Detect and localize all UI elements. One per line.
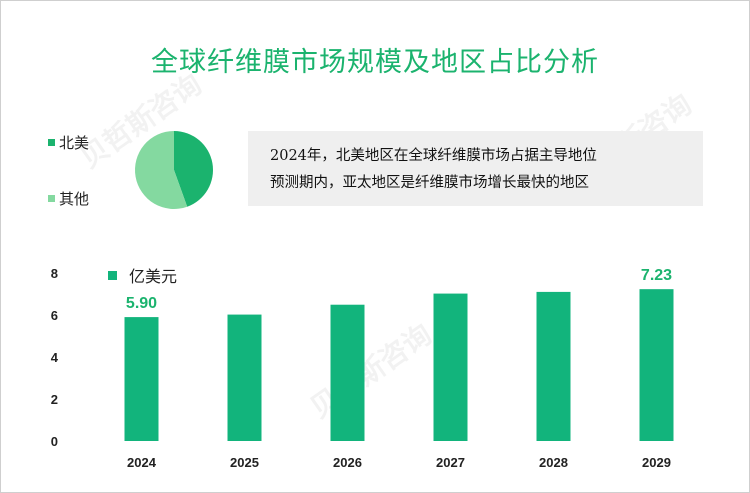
data-labels: 5.90 7.23	[126, 267, 672, 312]
summary-note: 2024年，北美地区在全球纤维膜市场占据主导地位 预测期内，亚太地区是纤维膜市场…	[248, 131, 703, 206]
bar-2027	[433, 293, 468, 441]
bar-2029	[639, 289, 674, 441]
x-axis: 2024 2025 2026 2027 2028 2029	[127, 455, 671, 470]
bar-legend: 亿美元	[108, 263, 177, 287]
bar-2026	[330, 304, 365, 441]
summary-line-1: 2024年，北美地区在全球纤维膜市场占据主导地位	[270, 148, 597, 164]
pie-slice-north-america	[174, 131, 214, 207]
chart-title: 全球纤维膜市场规模及地区占比分析	[151, 47, 599, 78]
x-tick-label: 2024	[127, 455, 157, 470]
bar-2025	[227, 314, 262, 441]
y-tick-label: 2	[51, 392, 58, 407]
summary-line-2: 预测期内，亚太地区是纤维膜市场增长最快的地区	[270, 175, 589, 191]
data-label-2029: 7.23	[641, 267, 672, 284]
y-tick-label: 4	[51, 350, 59, 365]
y-axis: 0 2 4 6 8	[51, 266, 59, 449]
bar-2028	[536, 291, 571, 441]
y-tick-label: 0	[51, 434, 58, 449]
x-tick-label: 2027	[436, 455, 465, 470]
x-tick-label: 2025	[230, 455, 259, 470]
x-tick-label: 2028	[539, 455, 568, 470]
legend-swatch	[48, 195, 55, 202]
pie-slice-other	[135, 131, 188, 210]
x-tick-label: 2029	[642, 455, 671, 470]
bar-series	[124, 289, 674, 441]
legend-label: 亿美元	[129, 267, 178, 286]
y-tick-label: 8	[51, 266, 58, 281]
legend-label: 北美	[59, 134, 90, 152]
data-label-2024: 5.90	[126, 295, 157, 312]
legend-label: 其他	[59, 190, 90, 208]
pie-legend-item-north-america: 北美	[48, 132, 89, 153]
legend-swatch	[48, 139, 55, 146]
legend-swatch	[108, 270, 117, 280]
bar-2024	[124, 317, 159, 441]
region-share-pie	[135, 131, 214, 210]
pie-legend-item-other: 其他	[48, 188, 89, 209]
y-tick-label: 6	[51, 308, 58, 323]
x-tick-label: 2026	[333, 455, 362, 470]
